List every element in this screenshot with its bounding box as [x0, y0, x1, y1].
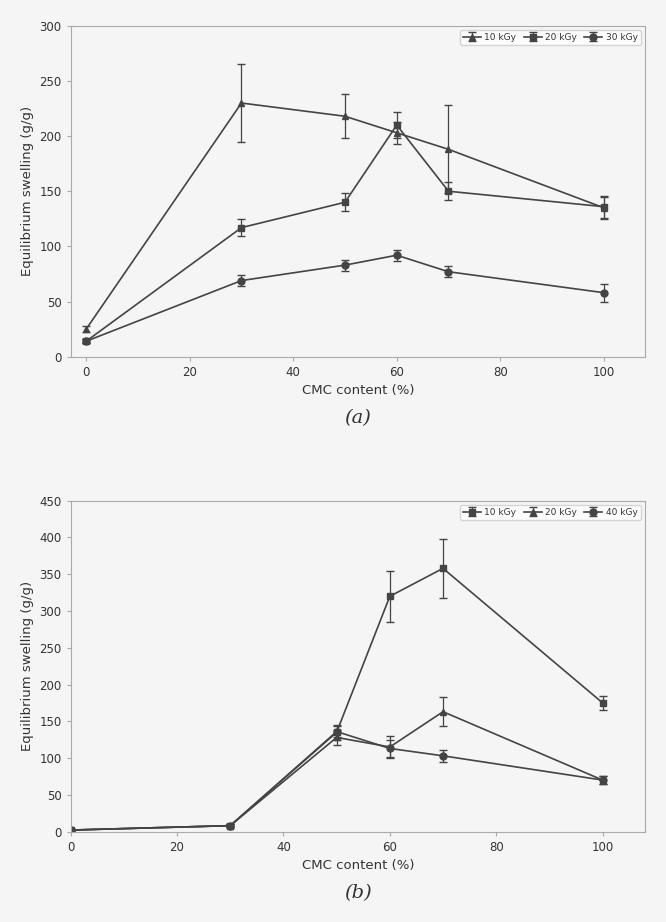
Legend: 10 kGy, 20 kGy, 30 kGy: 10 kGy, 20 kGy, 30 kGy [460, 30, 641, 45]
Text: (b): (b) [344, 884, 372, 903]
Y-axis label: Equilibrium swelling (g/g): Equilibrium swelling (g/g) [21, 581, 34, 751]
X-axis label: CMC content (%): CMC content (%) [302, 384, 414, 397]
Legend: 10 kGy, 20 kGy, 40 kGy: 10 kGy, 20 kGy, 40 kGy [460, 505, 641, 520]
Text: (a): (a) [344, 409, 372, 428]
X-axis label: CMC content (%): CMC content (%) [302, 859, 414, 872]
Y-axis label: Equilibrium swelling (g/g): Equilibrium swelling (g/g) [21, 106, 34, 277]
